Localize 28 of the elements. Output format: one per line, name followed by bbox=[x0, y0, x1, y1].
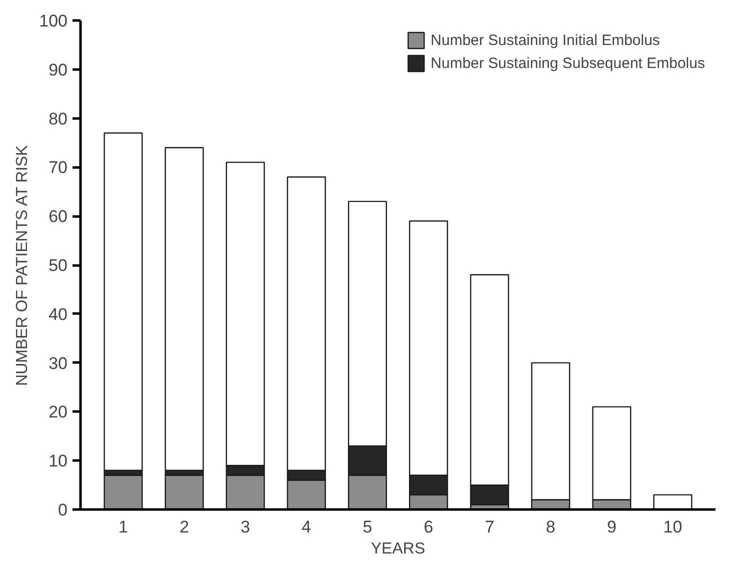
x-tick-label: 6 bbox=[424, 518, 434, 536]
y-tick-label: 40 bbox=[48, 304, 68, 324]
y-tick-label: 10 bbox=[48, 452, 68, 471]
y-tick-label: 70 bbox=[48, 158, 68, 178]
legend-label: Number Sustaining Initial Embolus bbox=[430, 32, 660, 48]
x-tick-label: 1 bbox=[118, 518, 128, 536]
x-tick-label: 7 bbox=[484, 518, 494, 536]
x-tick-label: 2 bbox=[180, 518, 190, 536]
bar bbox=[164, 474, 204, 510]
x-tick-label: 9 bbox=[606, 518, 616, 536]
x-tick-label: 5 bbox=[362, 518, 372, 536]
y-tick-label: 100 bbox=[39, 12, 68, 30]
y-tick-label: 50 bbox=[48, 256, 68, 275]
bar bbox=[653, 494, 692, 510]
x-tick-label: 8 bbox=[546, 518, 556, 536]
x-tick-label: 10 bbox=[663, 518, 682, 536]
y-tick-label: 20 bbox=[48, 402, 68, 422]
y-tick-label: 60 bbox=[48, 207, 68, 226]
y-tick-label: 80 bbox=[48, 109, 68, 128]
x-axis-title: YEARS bbox=[370, 540, 426, 558]
y-axis-title: NUMBER OF PATIENTS AT RISK bbox=[14, 144, 32, 386]
legend-label: Number Sustaining Subsequent Embolus bbox=[430, 54, 705, 72]
y-tick-label: 90 bbox=[48, 60, 68, 80]
bar bbox=[104, 474, 143, 510]
x-tick-label: 4 bbox=[302, 518, 312, 536]
y-tick-label: 30 bbox=[48, 354, 68, 373]
y-tick-label: 0 bbox=[58, 500, 68, 520]
x-tick-label: 3 bbox=[240, 518, 250, 536]
